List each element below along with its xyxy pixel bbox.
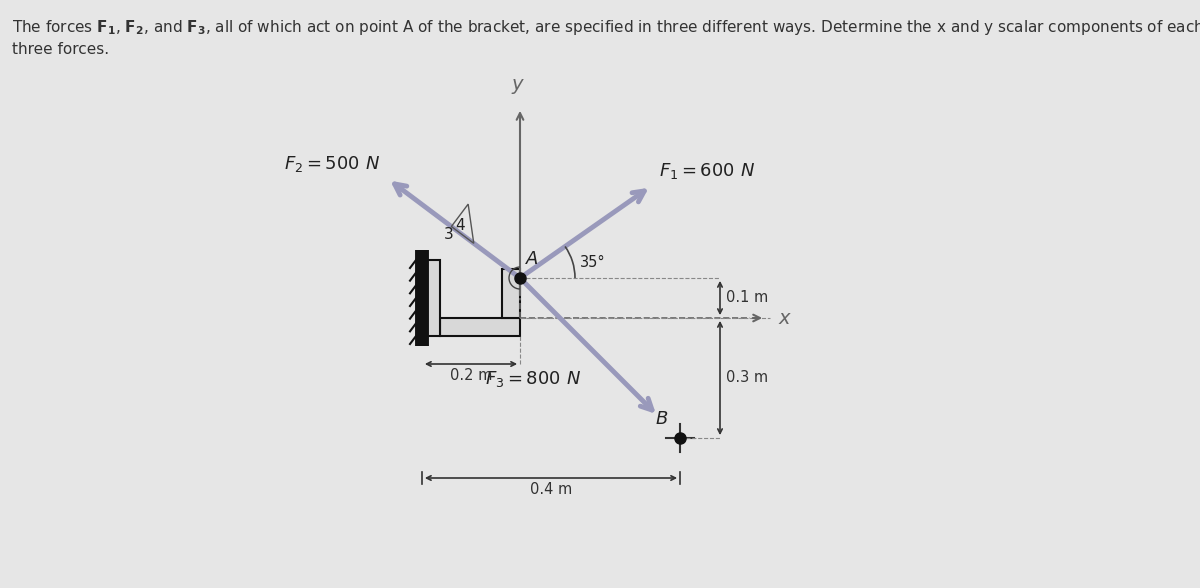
Text: three forces.: three forces. <box>12 42 109 57</box>
Text: $A$: $A$ <box>526 250 539 268</box>
Polygon shape <box>502 269 520 318</box>
Text: 35°: 35° <box>580 255 606 270</box>
Text: 0.1 m: 0.1 m <box>726 290 768 306</box>
Text: 0.2 m: 0.2 m <box>450 368 492 383</box>
Polygon shape <box>422 260 440 336</box>
Text: $F_2 = 500$ N: $F_2 = 500$ N <box>284 154 380 174</box>
Text: $F_1 = 600$ N: $F_1 = 600$ N <box>659 161 755 181</box>
Text: $y$: $y$ <box>511 77 526 96</box>
Polygon shape <box>440 318 520 336</box>
Text: 4: 4 <box>455 218 464 233</box>
Text: $x$: $x$ <box>778 309 792 328</box>
Text: 3: 3 <box>444 228 454 242</box>
Text: 0.3 m: 0.3 m <box>726 370 768 386</box>
Text: $B$: $B$ <box>655 410 668 428</box>
Text: $F_3 = 800$ N: $F_3 = 800$ N <box>485 369 581 389</box>
Text: 0.4 m: 0.4 m <box>530 482 572 497</box>
Text: The forces $\mathbf{F_1}$, $\mathbf{F_2}$, and $\mathbf{F_3}$, all of which act : The forces $\mathbf{F_1}$, $\mathbf{F_2}… <box>12 18 1200 37</box>
